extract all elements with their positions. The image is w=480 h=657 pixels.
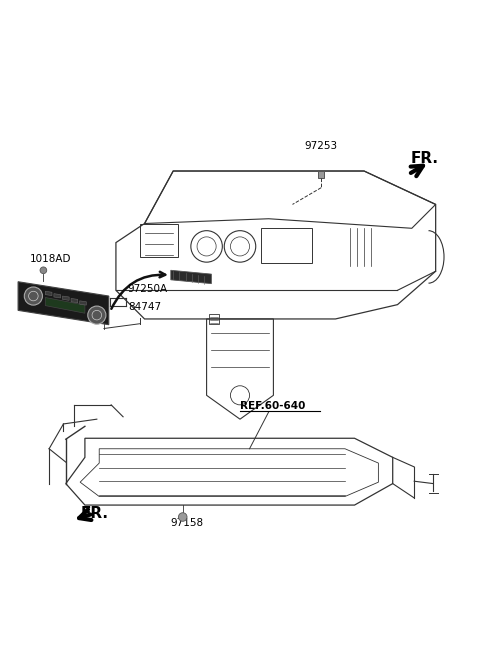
Text: 84747: 84747 [128,302,161,312]
Polygon shape [18,282,109,325]
Polygon shape [71,298,78,303]
Circle shape [24,287,42,305]
Polygon shape [45,291,52,296]
Polygon shape [80,301,86,305]
Text: FR.: FR. [80,506,108,521]
Polygon shape [54,294,60,298]
Text: FR.: FR. [411,151,439,166]
Text: 1018AD: 1018AD [30,254,72,264]
Polygon shape [62,296,69,300]
Bar [318,171,324,178]
Text: 97158: 97158 [171,518,204,528]
Circle shape [179,512,187,521]
Circle shape [88,306,106,324]
Bar [262,228,312,263]
Text: 97253: 97253 [304,141,337,151]
Polygon shape [171,270,211,284]
Polygon shape [45,298,85,313]
Circle shape [40,267,47,273]
Text: REF.60-640: REF.60-640 [240,401,305,411]
Text: 97250A: 97250A [128,284,168,294]
